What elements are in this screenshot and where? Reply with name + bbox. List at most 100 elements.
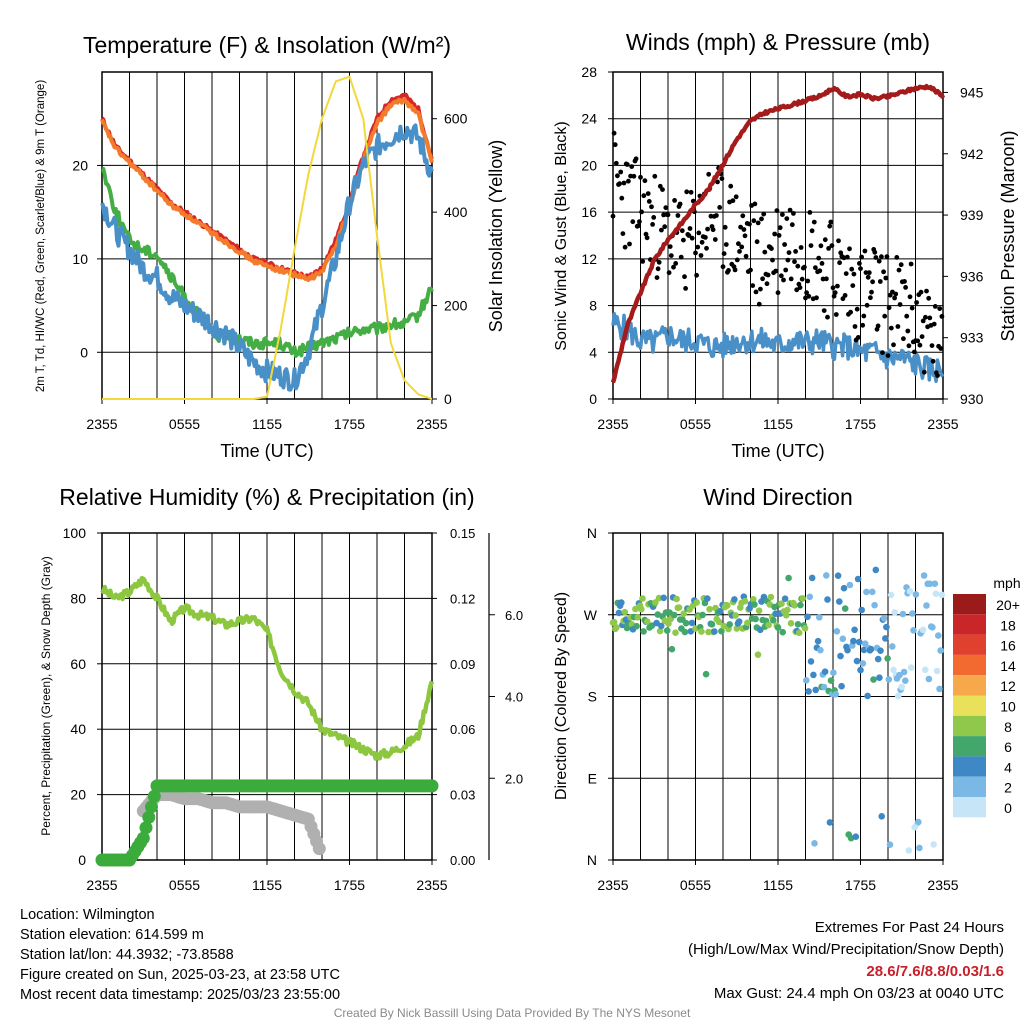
wind-direction-point [812, 686, 819, 694]
gust-point [742, 233, 748, 239]
gust-point [770, 257, 775, 263]
gust-point [736, 241, 741, 247]
gust-point [799, 276, 805, 282]
y-right-tick-label: 600 [444, 111, 468, 127]
wind-direction-point [805, 688, 812, 695]
wind-direction-point [810, 671, 817, 679]
gust-point [844, 254, 850, 260]
wind-direction-point [899, 610, 907, 618]
y-tick-label: 4 [589, 344, 597, 360]
gust-point [824, 276, 829, 282]
wind-direction-point [638, 605, 645, 613]
wind-direction-point [807, 658, 815, 665]
gust-point [806, 293, 812, 299]
gust-point [869, 289, 874, 295]
gust-point [652, 173, 658, 179]
wind-direction-point [660, 594, 667, 602]
gust-point [827, 223, 833, 229]
gust-point [805, 278, 811, 284]
gust-point [868, 295, 873, 301]
y-right-tick-label: 942 [960, 146, 984, 162]
wind-direction-point [938, 591, 946, 599]
gust-point [917, 342, 923, 348]
elevation-text: Station elevation: 614.599 m [20, 927, 204, 943]
precip-tick-label: 0.03 [450, 788, 475, 803]
gust-point [655, 266, 661, 272]
gust-point [789, 222, 795, 228]
gust-point [662, 224, 668, 230]
gust-point [748, 267, 753, 273]
wind-direction-point [898, 683, 906, 691]
gust-point [782, 242, 787, 247]
gust-point [791, 211, 796, 216]
gust-point [784, 216, 790, 222]
gust-point [672, 198, 677, 203]
gust-point [938, 346, 944, 351]
gust-point [619, 195, 625, 201]
gust-point [654, 275, 660, 280]
wind-direction-point [704, 595, 711, 602]
wind-direction-point [632, 605, 639, 613]
wind-direction-point [880, 615, 888, 622]
wind-direction-point [909, 610, 916, 617]
gust-point [830, 285, 836, 291]
gust-point [921, 369, 927, 375]
wind-direction-point [754, 651, 762, 658]
wind-direction-point [817, 646, 824, 654]
gust-point [908, 261, 914, 267]
wind-direction-point [752, 615, 759, 623]
series-line-td [101, 166, 434, 358]
wind-direction-point [854, 575, 862, 583]
gust-point [643, 231, 649, 237]
gust-point [927, 315, 933, 321]
gust-point [855, 335, 861, 340]
gust-point [904, 313, 910, 319]
wind-direction-point [820, 683, 828, 691]
gust-point [814, 295, 819, 301]
gust-point [688, 189, 694, 195]
x-tick-label: 2355 [597, 877, 628, 893]
gust-point [893, 291, 899, 297]
x-tick-label: 2355 [86, 877, 117, 893]
legend-swatch [953, 776, 986, 797]
gust-point [860, 322, 866, 328]
gust-point [772, 231, 778, 237]
wind-direction-point [839, 635, 847, 643]
gust-point [891, 342, 896, 348]
gust-point [833, 312, 839, 317]
wind-direction-point [877, 647, 884, 654]
series-line-wc [100, 123, 434, 392]
gust-point [638, 174, 643, 180]
legend-label: 16 [1000, 638, 1016, 654]
x-tick-label: 1155 [252, 416, 282, 432]
legend-label: 4 [1004, 759, 1012, 775]
gust-point [704, 245, 709, 251]
temperature-panel: 2355 0555 1155 1755 2355010200200400600Tempe… [35, 32, 506, 461]
gust-point [773, 268, 779, 274]
gust-point [852, 324, 858, 329]
wind-direction-point [872, 566, 880, 574]
gust-point [857, 261, 862, 266]
gust-point [624, 162, 630, 167]
gust-point [935, 373, 940, 378]
wind-direction-point [787, 620, 795, 627]
wind-direction-point [715, 618, 723, 626]
gust-point [646, 199, 652, 204]
wind-direction-point [640, 628, 647, 635]
gust-point [611, 130, 617, 136]
gust-point [919, 334, 925, 339]
series-line-9m-t [100, 97, 434, 282]
x-tick-label: 1155 [252, 877, 282, 893]
gust-point [706, 171, 712, 177]
wind-direction-point [751, 601, 758, 608]
gust-point [694, 272, 699, 278]
wind-direction-point [699, 611, 706, 619]
gust-point [816, 255, 822, 261]
x-tick-label: 2355 [927, 416, 958, 432]
wind-direction-point [770, 617, 777, 624]
x-tick-label: 2355 [416, 416, 447, 432]
gust-point [920, 318, 926, 324]
wind-direction-point [896, 671, 903, 679]
y-right-tick-label: 400 [444, 204, 468, 220]
wind-direction-point [821, 668, 829, 675]
